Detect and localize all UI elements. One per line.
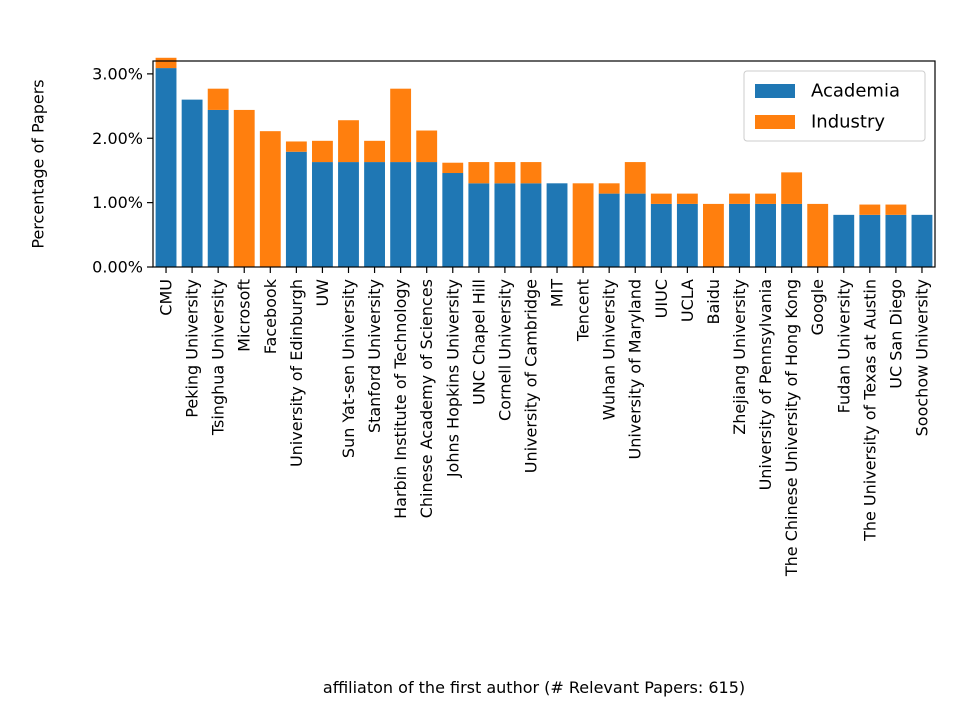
bar-industry-university-of-edinburgh bbox=[285, 141, 307, 152]
x-tick-label-sun-yat-sen-university: Sun Yat-sen University bbox=[339, 279, 358, 458]
y-tick-label: 1.00% bbox=[92, 193, 143, 212]
bar-industry-baidu bbox=[703, 203, 724, 267]
legend-label-industry: Industry bbox=[811, 112, 885, 133]
bar-industry-university-of-cambridge bbox=[520, 162, 542, 184]
bar-academia-the-chinese-university-of-hong-kong bbox=[781, 203, 803, 267]
x-tick-label-harbin-institute-of-technology: Harbin Institute of Technology bbox=[391, 279, 410, 519]
bar-academia-johns-hopkins-university bbox=[442, 173, 464, 267]
y-axis-label: Percentage of Papers bbox=[29, 79, 48, 248]
bar-industry-facebook bbox=[259, 131, 281, 267]
bar-academia-university-of-maryland bbox=[624, 193, 646, 267]
y-axis: 0.00% 1.00% 2.00% 3.00% bbox=[92, 64, 153, 277]
plot-frame bbox=[152, 60, 936, 268]
x-axis-label: affiliaton of the first author (# Releva… bbox=[323, 678, 745, 697]
bar-academia-uiuc bbox=[650, 203, 672, 267]
x-tick-label-the-university-of-texas-at-austin: The University of Texas at Austin bbox=[860, 279, 879, 542]
bar-academia-unc-chapel-hill bbox=[468, 183, 490, 267]
bar-industry-cornell-university bbox=[494, 162, 516, 184]
x-tick-label-university-of-maryland: University of Maryland bbox=[626, 279, 645, 460]
x-tick-label-university-of-cambridge: University of Cambridge bbox=[521, 279, 540, 473]
x-tick-label-mit: MIT bbox=[548, 279, 567, 308]
bar-industry-university-of-maryland bbox=[624, 162, 646, 194]
bar-academia-tsinghua-university bbox=[207, 109, 229, 267]
bar-industry-university-of-pennsylvania bbox=[755, 193, 776, 204]
bar-academia-stanford-university bbox=[364, 162, 385, 267]
x-tick-label-peking-university: Peking University bbox=[183, 279, 202, 418]
bar-industry-tencent bbox=[572, 183, 594, 267]
bar-academia-university-of-edinburgh bbox=[285, 151, 307, 267]
bar-industry-zhejiang-university bbox=[729, 193, 750, 204]
bar-industry-unc-chapel-hill bbox=[468, 162, 490, 184]
x-tick-label-the-chinese-university-of-hong-kong: The Chinese University of Hong Kong bbox=[782, 279, 801, 577]
bar-industry-the-chinese-university-of-hong-kong bbox=[781, 172, 803, 204]
x-tick-label-fudan-university: Fudan University bbox=[834, 279, 853, 413]
x-tick-label-uiuc: UIUC bbox=[652, 279, 671, 318]
bar-industry-wuhan-university bbox=[598, 183, 620, 194]
x-tick-label-uc-san-diego: UC San Diego bbox=[886, 279, 905, 389]
bar-industry-uw bbox=[312, 140, 333, 163]
x-tick-label-university-of-edinburgh: University of Edinburgh bbox=[287, 279, 306, 467]
x-tick-label-university-of-pennsylvania: University of Pennsylvania bbox=[756, 279, 775, 490]
x-axis: CMU Peking University Tsinghua University M… bbox=[157, 267, 931, 577]
x-tick-label-tsinghua-university: Tsinghua University bbox=[209, 279, 228, 436]
bar-industry-uiuc bbox=[650, 193, 672, 204]
bar-industry-stanford-university bbox=[364, 140, 385, 163]
x-tick-label-facebook: Facebook bbox=[261, 278, 280, 354]
bar-academia-peking-university bbox=[181, 99, 203, 267]
bar-academia-the-university-of-texas-at-austin bbox=[859, 214, 881, 267]
bar-academia-university-of-cambridge bbox=[520, 183, 542, 267]
bar-academia-zhejiang-university bbox=[729, 203, 750, 267]
bar-industry-cmu bbox=[155, 57, 177, 69]
bar-academia-chinese-academy-of-sciences bbox=[416, 162, 438, 267]
x-tick-label-unc-chapel-hill: UNC Chapel Hill bbox=[469, 279, 488, 405]
bar-academia-sun-yat-sen-university bbox=[338, 162, 359, 267]
bar-academia-soochow-university bbox=[911, 214, 933, 267]
bar-industry-harbin-institute-of-technology bbox=[390, 88, 412, 163]
bar-academia-mit bbox=[546, 183, 568, 267]
bar-academia-ucla bbox=[676, 203, 698, 267]
x-tick-label-microsoft: Microsoft bbox=[235, 279, 254, 352]
bar-academia-cmu bbox=[155, 68, 177, 267]
bar-industry-johns-hopkins-university bbox=[442, 162, 464, 174]
bar-academia-fudan-university bbox=[833, 214, 855, 267]
bar-industry-google bbox=[807, 203, 829, 267]
legend-swatch-academia bbox=[755, 84, 795, 98]
x-tick-label-tencent: Tencent bbox=[574, 279, 593, 342]
bar-academia-wuhan-university bbox=[598, 193, 620, 267]
bar-academia-university-of-pennsylvania bbox=[755, 203, 776, 267]
bar-academia-cornell-university bbox=[494, 183, 516, 267]
bar-academia-uc-san-diego bbox=[885, 214, 907, 267]
x-tick-label-johns-hopkins-university: Johns Hopkins University bbox=[443, 279, 462, 478]
bar-academia-uw bbox=[312, 162, 333, 267]
x-tick-label-chinese-academy-of-sciences: Chinese Academy of Sciences bbox=[417, 279, 436, 518]
x-tick-label-soochow-university: Soochow University bbox=[912, 279, 931, 436]
bar-industry-uc-san-diego bbox=[885, 204, 907, 215]
x-tick-label-wuhan-university: Wuhan University bbox=[600, 279, 619, 420]
y-tick-label: 2.00% bbox=[92, 129, 143, 148]
x-tick-label-zhejiang-university: Zhejiang University bbox=[730, 279, 749, 435]
bar-academia-harbin-institute-of-technology bbox=[390, 162, 412, 267]
bars-layer bbox=[155, 57, 933, 267]
x-tick-label-stanford-university: Stanford University bbox=[365, 279, 384, 433]
legend: Academia Industry bbox=[743, 70, 926, 142]
bar-industry-ucla bbox=[676, 193, 698, 204]
x-tick-label-uw: UW bbox=[313, 279, 332, 307]
x-tick-label-cmu: CMU bbox=[157, 279, 176, 316]
bar-industry-the-university-of-texas-at-austin bbox=[859, 204, 881, 215]
y-tick-label: 0.00% bbox=[92, 258, 143, 277]
x-tick-label-baidu: Baidu bbox=[704, 279, 723, 325]
x-tick-label-ucla: UCLA bbox=[678, 279, 697, 322]
legend-label-academia: Academia bbox=[811, 81, 900, 102]
bar-industry-tsinghua-university bbox=[207, 88, 229, 110]
bar-industry-chinese-academy-of-sciences bbox=[416, 130, 438, 163]
y-tick-label: 3.00% bbox=[92, 64, 143, 83]
x-tick-label-google: Google bbox=[808, 279, 827, 335]
bar-industry-sun-yat-sen-university bbox=[338, 120, 359, 163]
bar-industry-microsoft bbox=[233, 109, 255, 267]
legend-swatch-industry bbox=[755, 115, 795, 129]
x-tick-label-cornell-university: Cornell University bbox=[495, 279, 514, 421]
